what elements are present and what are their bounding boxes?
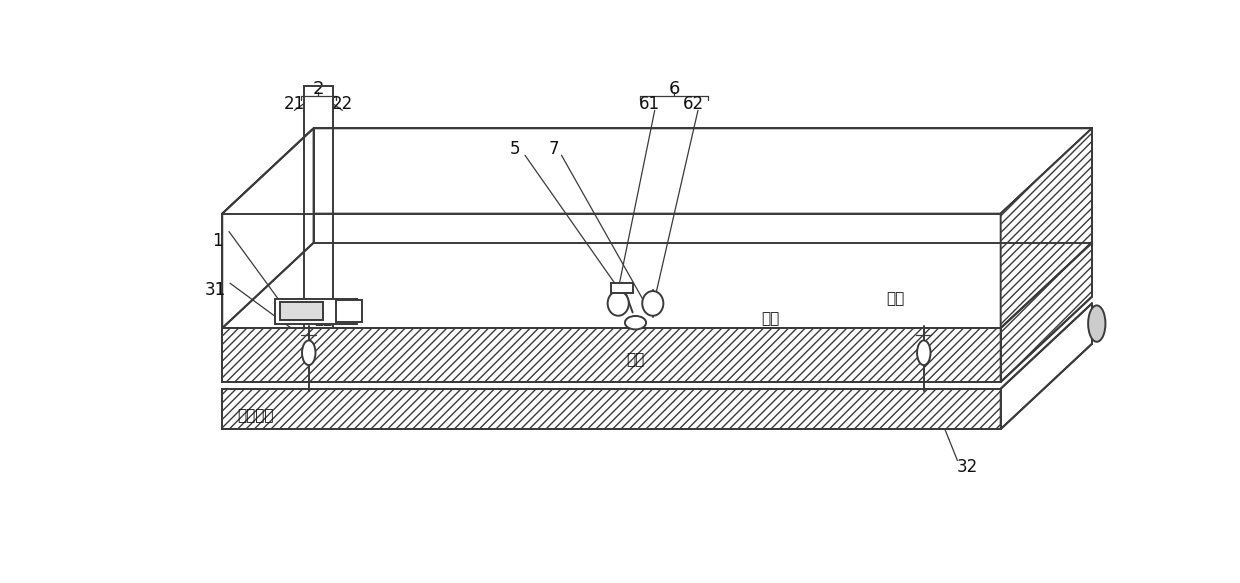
Polygon shape [1001,303,1092,429]
Text: 61: 61 [640,94,661,113]
Polygon shape [275,299,357,324]
Text: 62: 62 [682,94,704,113]
Text: 远端: 远端 [885,292,904,307]
Polygon shape [222,328,1001,382]
Text: 32: 32 [956,458,977,476]
Text: 22: 22 [332,94,353,113]
Polygon shape [1001,128,1092,328]
Polygon shape [222,389,1001,429]
Text: 31: 31 [205,281,226,299]
Text: 21: 21 [284,94,305,113]
Ellipse shape [303,340,315,365]
Text: 大地: 大地 [626,352,645,367]
Polygon shape [222,128,1092,213]
Text: 2: 2 [312,80,324,99]
Ellipse shape [608,291,629,316]
Text: 金属管道: 金属管道 [238,408,274,423]
Polygon shape [336,300,362,322]
Ellipse shape [918,340,930,365]
Text: 5: 5 [510,139,521,157]
Text: 6: 6 [668,80,680,99]
Text: 1: 1 [212,231,223,250]
Ellipse shape [642,291,663,316]
Ellipse shape [625,316,646,329]
Text: 7: 7 [548,139,559,157]
Ellipse shape [1089,305,1105,342]
Text: 近端: 近端 [314,311,332,326]
Polygon shape [1001,243,1092,382]
Polygon shape [222,128,314,328]
Polygon shape [280,303,324,320]
Text: 地面: 地面 [761,311,779,326]
FancyBboxPatch shape [611,283,632,293]
